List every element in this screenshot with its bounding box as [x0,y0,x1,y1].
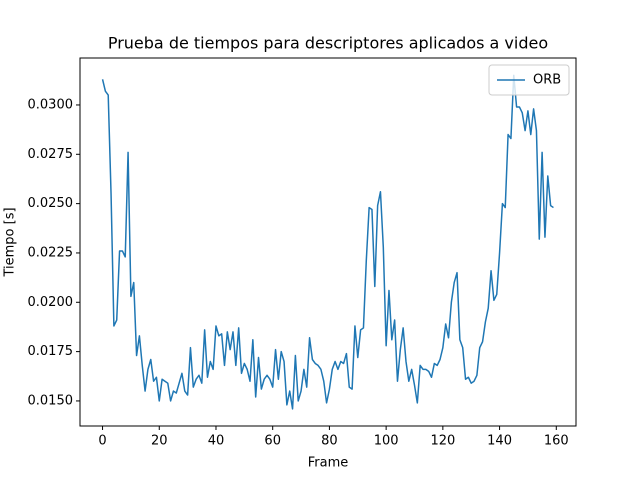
legend-box [488,64,570,96]
y-tick-label: 0.0150 [28,393,74,408]
x-tick-label: 80 [321,434,338,449]
legend-label: ORB [533,73,561,88]
y-axis-label: Tiempo [s] [3,207,18,277]
chart-title: Prueba de tiempos para descriptores apli… [108,34,548,53]
x-tick-label: 100 [374,434,399,449]
y-tick-label: 0.0175 [28,344,74,359]
x-tick-label: 40 [208,434,225,449]
y-tick-label: 0.0275 [28,147,74,162]
x-tick-label: 120 [430,434,455,449]
data-line [101,74,554,410]
y-tick-label: 0.0225 [28,245,74,260]
axes-frame [79,57,577,427]
y-tick-label: 0.0300 [28,97,74,112]
y-tick-label: 0.0200 [28,295,74,310]
x-tick-label: 140 [487,434,512,449]
y-tick-label: 0.0250 [28,196,74,211]
x-tick-label: 60 [264,434,281,449]
x-tick-label: 160 [544,434,569,449]
x-tick-label: 0 [98,434,106,449]
x-tick-label: 20 [151,434,168,449]
x-axis-label: Frame [308,456,349,471]
